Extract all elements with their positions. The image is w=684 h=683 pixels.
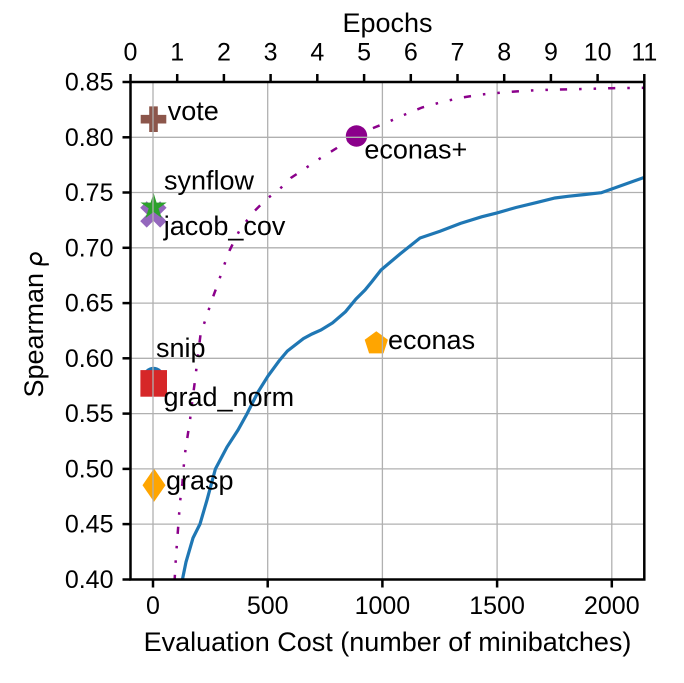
svg-text:vote: vote (168, 96, 219, 126)
svg-text:9: 9 (544, 39, 558, 67)
svg-text:8: 8 (497, 39, 511, 67)
svg-text:econas+: econas+ (364, 135, 467, 165)
svg-text:0.40: 0.40 (65, 566, 114, 594)
svg-text:0: 0 (146, 592, 160, 620)
svg-text:0.60: 0.60 (65, 345, 114, 373)
svg-text:2: 2 (217, 39, 231, 67)
svg-text:econas: econas (388, 325, 475, 355)
svg-text:4: 4 (310, 39, 324, 67)
svg-text:11: 11 (631, 39, 657, 67)
svg-text:7: 7 (451, 39, 465, 67)
svg-text:10: 10 (584, 39, 612, 67)
svg-text:0.70: 0.70 (65, 234, 114, 262)
svg-text:Spearman: Spearman (19, 273, 49, 398)
svg-text:2000: 2000 (584, 592, 640, 620)
svg-text:grad_norm: grad_norm (164, 382, 295, 412)
svg-text:500: 500 (247, 592, 289, 620)
svg-text:Evaluation Cost (number of min: Evaluation Cost (number of minibatches) (144, 627, 632, 657)
svg-text:1500: 1500 (469, 592, 525, 620)
svg-text:1000: 1000 (355, 592, 411, 620)
svg-text:0.85: 0.85 (65, 69, 114, 97)
svg-text:synflow: synflow (164, 166, 255, 196)
svg-text:0.75: 0.75 (65, 179, 114, 207)
svg-text:0.45: 0.45 (65, 511, 114, 539)
svg-text:0.55: 0.55 (65, 400, 114, 428)
svg-text:jacob_cov: jacob_cov (163, 211, 286, 241)
svg-text:0.80: 0.80 (65, 124, 114, 152)
svg-text:6: 6 (404, 39, 418, 67)
svg-text:Epochs: Epochs (342, 8, 432, 38)
svg-text:grasp: grasp (166, 466, 234, 496)
svg-text:1: 1 (170, 39, 184, 67)
svg-text:0.65: 0.65 (65, 290, 114, 318)
svg-text:0: 0 (124, 39, 138, 67)
svg-text:5: 5 (357, 39, 371, 67)
svg-text:3: 3 (264, 39, 278, 67)
svg-text:0.50: 0.50 (65, 455, 114, 483)
svg-text:snip: snip (156, 333, 206, 363)
